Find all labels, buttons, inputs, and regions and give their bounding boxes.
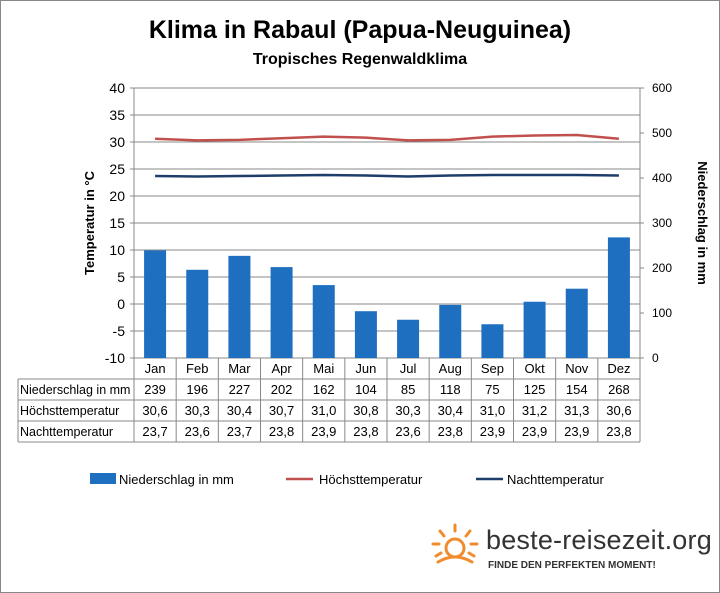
month-label: Jun [355, 361, 376, 376]
precipitation-bar [565, 288, 588, 358]
y-axis-title-left: Temperatur in °C [82, 170, 97, 275]
month-label: Feb [186, 361, 208, 376]
chart-subtitle: Tropisches Regenwaldklima [252, 51, 468, 68]
chart-title: Klima in Rabaul (Papua-Neuguinea) [148, 16, 572, 44]
table-cell: 75 [485, 382, 499, 397]
table-cell: 23,8 [438, 424, 463, 439]
precipitation-bar [228, 255, 251, 358]
table-cell: 23,6 [185, 424, 210, 439]
table-cell: 23,8 [269, 424, 294, 439]
month-label: Mar [228, 361, 251, 376]
table-cell: 23,7 [142, 424, 167, 439]
y-tick-label-left: 20 [109, 188, 125, 204]
table-cell: 31,0 [311, 403, 336, 418]
legend-swatch-precipitation [90, 473, 116, 484]
precipitation-bar [312, 285, 335, 358]
table-cell: 23,7 [227, 424, 252, 439]
month-label: Okt [524, 361, 545, 376]
y-tick-label-left: -5 [113, 323, 126, 339]
y-tick-label-right: 600 [652, 81, 672, 95]
precipitation-bar [439, 304, 462, 358]
table-cell: 30,7 [269, 403, 294, 418]
month-label: Mai [313, 361, 334, 376]
max-temperature-line [155, 133, 620, 142]
table-cell: 202 [271, 382, 293, 397]
y-tick-label-left: 35 [109, 107, 125, 123]
table-cell: 196 [186, 382, 208, 397]
y-tick-label-right: 0 [652, 351, 659, 365]
table-cell: 23,9 [564, 424, 589, 439]
table-cell: 268 [608, 382, 630, 397]
table-cell: 23,9 [480, 424, 505, 439]
y-tick-label-right: 500 [652, 126, 672, 140]
table-cell: 23,9 [522, 424, 547, 439]
legend-label-precipitation: Niederschlag in mm [119, 472, 234, 487]
brand-tagline: FINDE DEN PERFEKTEN MOMENT! [488, 560, 656, 571]
table-cell: 30,4 [438, 403, 463, 418]
table-cell: 31,0 [480, 403, 505, 418]
table-cell: 31,2 [522, 403, 547, 418]
table-cell: 23,6 [395, 424, 420, 439]
month-label: Jul [400, 361, 417, 376]
table-row-label: Niederschlag in mm [20, 383, 130, 397]
table-cell: 23,8 [353, 424, 378, 439]
precipitation-bar [270, 267, 293, 358]
month-label: Dez [607, 361, 630, 376]
table-cell: 125 [524, 382, 546, 397]
table-cell: 30,6 [142, 403, 167, 418]
legend-label-night-temp: Nachttemperatur [507, 472, 604, 487]
table-cell: 227 [229, 382, 251, 397]
night-temperature-line [155, 173, 619, 178]
y-axis-title-right: Niederschlag in mm [695, 161, 710, 285]
table-row-label: Höchsttemperatur [20, 404, 119, 418]
table-cell: 31,3 [564, 403, 589, 418]
table-cell: 30,3 [395, 403, 420, 418]
y-tick-label-right: 200 [652, 261, 672, 275]
brand-name: beste-reisezeit.org [486, 525, 712, 555]
month-label: Nov [565, 361, 589, 376]
table-cell: 30,4 [227, 403, 252, 418]
table-cell: 104 [355, 382, 377, 397]
month-label: Jan [145, 361, 166, 376]
table-cell: 239 [144, 382, 166, 397]
precipitation-bar [607, 237, 630, 358]
y-tick-label-right: 400 [652, 171, 672, 185]
y-tick-label-left: 30 [109, 134, 125, 150]
table-row-label: Nachttemperatur [20, 425, 113, 439]
month-label: Apr [271, 361, 292, 376]
y-tick-label-left: 25 [109, 161, 125, 177]
table-cell: 23,8 [606, 424, 631, 439]
precipitation-bar [144, 250, 167, 358]
y-tick-label-left: 15 [109, 215, 125, 231]
precipitation-bar [186, 269, 209, 358]
precipitation-bar [354, 311, 377, 358]
y-tick-label-left: 40 [109, 80, 125, 96]
table-cell: 23,9 [311, 424, 336, 439]
table-cell: 30,3 [185, 403, 210, 418]
sun-icon [431, 523, 479, 564]
table-cell: 154 [566, 382, 588, 397]
precipitation-bar [481, 324, 504, 358]
y-tick-label-left: -10 [105, 350, 125, 366]
y-tick-label-left: 0 [117, 296, 125, 312]
legend-label-max-temp: Höchsttemperatur [319, 472, 423, 487]
precipitation-bar [523, 301, 546, 358]
table-cell: 30,6 [606, 403, 631, 418]
table-cell: 162 [313, 382, 335, 397]
table-cell: 30,8 [353, 403, 378, 418]
y-tick-label-left: 10 [109, 242, 125, 258]
y-tick-label-right: 100 [652, 306, 672, 320]
precipitation-bar [397, 319, 420, 358]
y-tick-label-left: 5 [117, 269, 125, 285]
table-cell: 118 [440, 382, 461, 397]
y-tick-label-right: 300 [652, 216, 672, 230]
month-label: Aug [439, 361, 462, 376]
table-cell: 85 [401, 382, 415, 397]
month-label: Sep [481, 361, 504, 376]
